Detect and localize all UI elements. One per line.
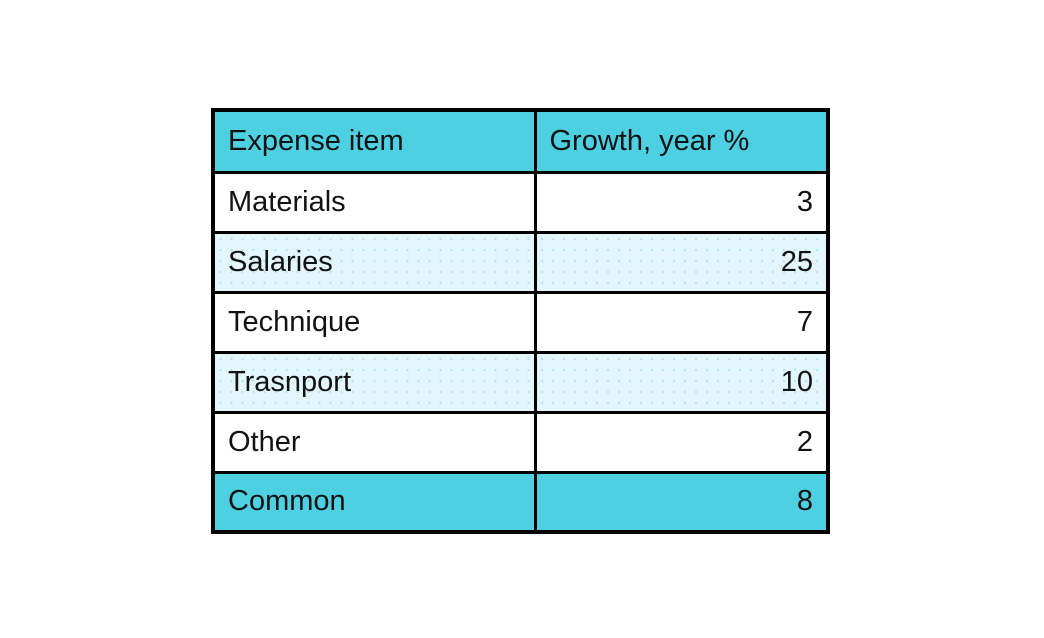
column-header-expense-item: Expense item	[211, 108, 537, 174]
table-row: Trasnport 10	[211, 350, 830, 414]
growth-value-cell: 25	[533, 230, 830, 294]
growth-value-cell: 8	[533, 470, 830, 534]
expense-item-cell: Salaries	[211, 230, 537, 294]
table-row: Salaries 25	[211, 230, 830, 294]
growth-value-cell: 3	[533, 170, 830, 234]
growth-value-cell: 7	[533, 290, 830, 354]
growth-value-cell: 10	[533, 350, 830, 414]
expense-item-cell: Common	[211, 470, 537, 534]
expense-table: Expense item Growth, year % Materials 3 Sa…	[211, 108, 830, 534]
table-row: Technique 7	[211, 290, 830, 354]
header-row: Expense item Growth, year %	[211, 108, 830, 174]
column-header-growth-year: Growth, year %	[533, 108, 830, 174]
table-row: Common 8	[211, 470, 830, 534]
expense-item-cell: Technique	[211, 290, 537, 354]
growth-value-cell: 2	[533, 410, 830, 474]
table-row: Other 2	[211, 410, 830, 474]
expense-item-cell: Trasnport	[211, 350, 537, 414]
expense-item-cell: Materials	[211, 170, 537, 234]
expense-item-cell: Other	[211, 410, 537, 474]
table-row: Materials 3	[211, 170, 830, 234]
